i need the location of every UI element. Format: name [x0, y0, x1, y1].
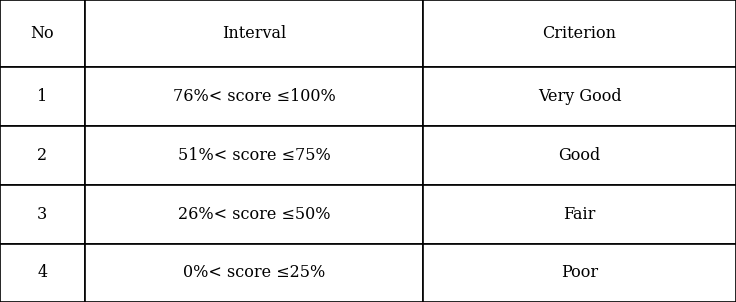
Bar — [85, 0, 423, 67]
Bar — [0, 67, 85, 126]
Bar — [85, 67, 423, 126]
Text: Poor: Poor — [561, 264, 598, 281]
Text: Interval: Interval — [222, 25, 286, 42]
Text: 2: 2 — [38, 147, 47, 164]
Bar — [85, 185, 423, 244]
Text: 26%< score ≤50%: 26%< score ≤50% — [177, 206, 330, 223]
Text: 51%< score ≤75%: 51%< score ≤75% — [177, 147, 330, 164]
Text: 1: 1 — [38, 88, 47, 105]
Bar — [0, 0, 85, 67]
Text: Very Good: Very Good — [538, 88, 621, 105]
Bar — [423, 67, 736, 126]
Bar — [423, 244, 736, 302]
Bar — [0, 126, 85, 185]
Bar — [0, 185, 85, 244]
Text: 4: 4 — [38, 264, 47, 281]
Bar — [85, 244, 423, 302]
Bar — [423, 0, 736, 67]
Text: 0%< score ≤25%: 0%< score ≤25% — [183, 264, 325, 281]
Bar — [423, 185, 736, 244]
Text: Good: Good — [559, 147, 601, 164]
Bar — [85, 126, 423, 185]
Text: No: No — [30, 25, 54, 42]
Text: Criterion: Criterion — [542, 25, 617, 42]
Text: 76%< score ≤100%: 76%< score ≤100% — [172, 88, 336, 105]
Bar — [423, 126, 736, 185]
Text: Fair: Fair — [564, 206, 595, 223]
Bar — [0, 244, 85, 302]
Text: 3: 3 — [38, 206, 47, 223]
